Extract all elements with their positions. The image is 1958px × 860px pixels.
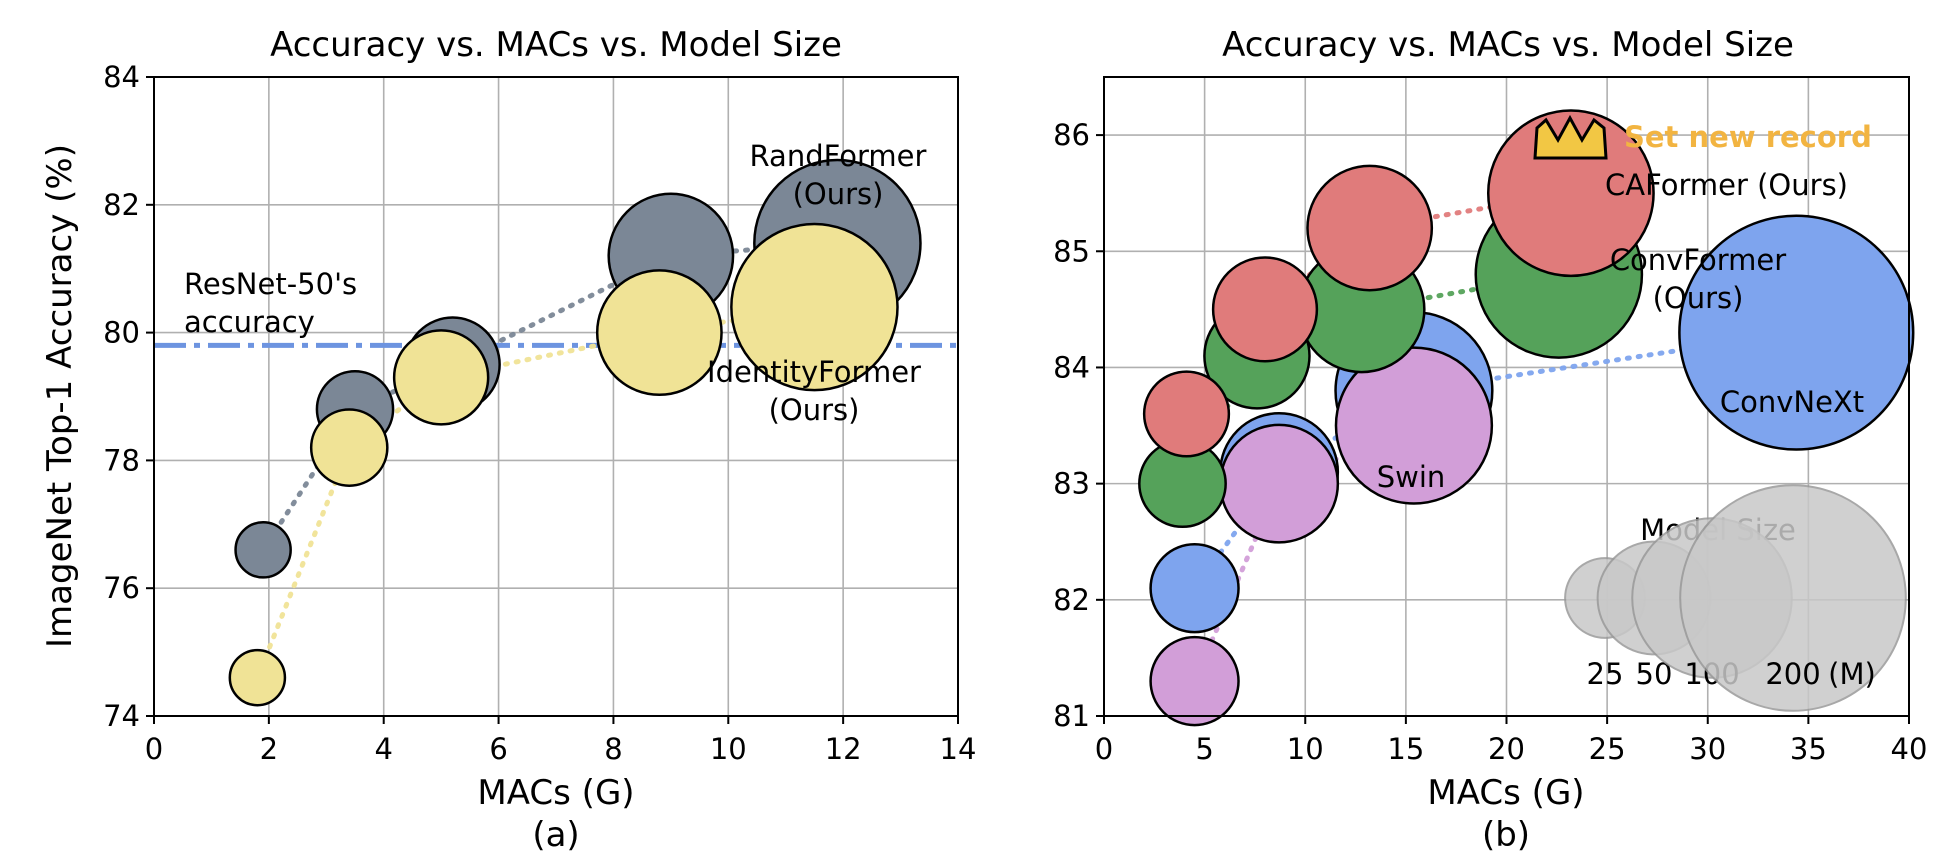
panel-a: Accuracy vs. MACs vs. Model Size 0 2 4 6 8 10…: [40, 25, 976, 855]
panel-a-x-tick-label: 2: [260, 732, 278, 766]
panel-a-y-tick-label: 80: [103, 316, 140, 350]
panel-b-x-ticks: 0 5 10 15 20 25 30 35 40: [1095, 716, 1928, 766]
reference-line-label: ResNet-50's accuracy: [184, 267, 357, 339]
panel-b-y-ticks: 81 82 83 84 85 86: [1053, 118, 1104, 733]
caformer-point: [1142, 370, 1231, 458]
panel-a-title: Accuracy vs. MACs vs. Model Size: [270, 25, 842, 65]
panel-b-x-tick-label: 30: [1689, 732, 1726, 766]
record-label: Set new record: [1624, 120, 1872, 154]
panel-b-x-tick-label: 35: [1790, 732, 1827, 766]
model-size-legend-label: 200: [1765, 657, 1820, 691]
panel-b-title: Accuracy vs. MACs vs. Model Size: [1222, 25, 1794, 65]
panel-a-frame: [153, 76, 959, 717]
swin-point: [1219, 423, 1340, 544]
panel-b-y-tick-label: 86: [1053, 118, 1090, 152]
panel-a-y-ticks: 74 76 78 80 82 84: [103, 60, 154, 733]
caformer-label: CAFormer (Ours): [1605, 168, 1848, 202]
panel-b-y-tick-label: 81: [1053, 699, 1090, 733]
crown-icon: [1533, 114, 1608, 160]
panel-b-x-label: MACs (G): [1427, 773, 1584, 813]
caformer-point: [1211, 256, 1319, 363]
panel-a-x-ticks: 0 2 4 6 8 10 12 14: [145, 716, 977, 766]
identityformer-point: [730, 222, 899, 392]
panel-b-frame: [1103, 76, 1910, 717]
panel-a-x-tick-label: 12: [825, 732, 862, 766]
identityformer-point: [309, 408, 389, 487]
model-size-legend: Model Size2550100200(M): [1564, 484, 1907, 712]
panel-a-x-label: MACs (G): [477, 773, 634, 813]
swin-label: Swin: [1377, 460, 1446, 494]
panel-a-x-tick-label: 14: [940, 732, 977, 766]
panel-b-points: [1138, 109, 1915, 727]
panel-b: Accuracy vs. MACs vs. Model Size 0 5 10 15 2…: [1053, 25, 1927, 855]
panel-a-x-tick-label: 4: [374, 732, 392, 766]
model-size-legend-unit: (M): [1828, 657, 1876, 691]
panel-b-caption: (b): [1482, 815, 1530, 855]
convformer-label: ConvFormer (Ours): [1610, 243, 1786, 315]
convformer-trend-line: [1179, 272, 1562, 487]
panel-a-y-label: ImageNet Top-1 Accuracy (%): [40, 144, 80, 648]
panel-a-y-tick-label: 84: [103, 60, 140, 94]
convnext-label: ConvNeXt: [1720, 385, 1864, 419]
panel-a-y-tick-label: 76: [103, 571, 140, 605]
panel-a-y-tick-label: 78: [103, 443, 140, 477]
panel-a-y-tick-label: 74: [103, 699, 140, 733]
panel-a-x-tick-label: 10: [710, 732, 747, 766]
caformer-point: [1306, 164, 1434, 292]
identityformer-point: [392, 329, 490, 426]
convnext-point: [1678, 214, 1915, 451]
model-size-legend-circle: [1679, 484, 1907, 712]
identityformer-label: IdentityFormer (Ours): [707, 355, 921, 427]
panel-b-x-tick-label: 5: [1195, 732, 1213, 766]
randformer-point: [234, 521, 292, 579]
panel-b-y-tick-label: 82: [1053, 583, 1090, 617]
panel-b-x-tick-label: 40: [1891, 732, 1928, 766]
swin-point: [1334, 346, 1494, 505]
panel-b-y-tick-label: 85: [1053, 234, 1090, 268]
panel-b-y-tick-label: 84: [1053, 350, 1090, 384]
panel-a-points: [228, 158, 922, 707]
model-size-legend-label: 25: [1587, 657, 1624, 691]
panel-b-x-tick-label: 0: [1095, 732, 1113, 766]
panel-a-x-tick-label: 0: [145, 732, 163, 766]
swin-point: [1149, 635, 1240, 727]
randformer-label: RandFormer (Ours): [750, 139, 927, 211]
caformer-point: [1486, 109, 1655, 278]
panel-b-x-tick-label: 20: [1488, 732, 1525, 766]
panel-a-y-tick-label: 82: [103, 188, 140, 222]
identityformer-point: [228, 648, 287, 707]
identityformer-point: [595, 269, 723, 397]
panel-b-y-tick-label: 83: [1053, 467, 1090, 501]
panel-a-caption: (a): [532, 815, 579, 855]
panel-b-x-tick-label: 10: [1287, 732, 1324, 766]
panel-a-x-tick-label: 8: [604, 732, 622, 766]
panel-a-x-tick-label: 6: [489, 732, 507, 766]
panel-b-x-tick-label: 25: [1589, 732, 1626, 766]
convnext-point: [1149, 542, 1240, 634]
panel-b-x-tick-label: 15: [1387, 732, 1424, 766]
